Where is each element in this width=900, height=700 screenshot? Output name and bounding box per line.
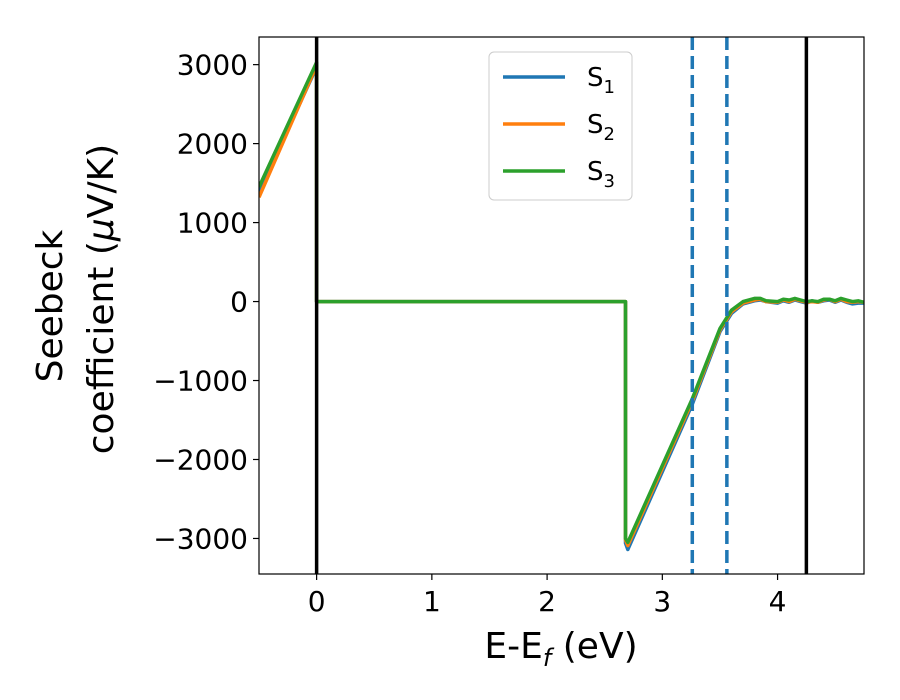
y-axis-label-line2: coefficient (μV/K) [81,144,122,454]
x-axis-ticks: 0 1 2 3 4 [308,574,787,618]
x-axis-label-main: E-E [484,626,542,667]
x-tick-label: 2 [538,585,556,618]
x-axis-label-unit: (eV) [551,626,637,667]
y-tick-label: 2000 [177,128,248,161]
x-tick-label: 0 [308,585,326,618]
y-axis-label: Seebeck coefficient (μV/K) [30,144,122,454]
series-line-3 [259,60,864,545]
legend: S1 S2 S3 [488,51,633,201]
series-lines [259,60,864,552]
y-axis-ticks: 3000 2000 1000 0 −1000 −2000 −3000 [153,49,259,555]
legend-label-1: S1 [587,63,615,98]
y-axis-label-line2-post: V/K) [81,144,122,218]
y-axis-label-line2-pre: coefficient ( [81,241,122,454]
legend-box [488,51,633,201]
y-tick-label: −1000 [153,365,248,398]
vertical-lines [314,37,809,574]
x-axis-label: E-Ef (eV) [484,626,637,672]
y-tick-label: 1000 [177,207,248,240]
y-tick-label: 0 [230,286,248,319]
x-tick-label: 4 [769,585,787,618]
y-axis-label-line1: Seebeck [30,229,71,382]
y-axis-label-mu: μ [81,218,122,242]
plot-frame [258,36,865,575]
x-tick-label: 1 [423,585,441,618]
y-tick-label: 3000 [177,49,248,82]
legend-label-3: S3 [587,157,615,192]
y-tick-label: −2000 [153,443,248,476]
legend-label-2: S2 [587,110,615,145]
x-tick-label: 3 [653,585,671,618]
legend-entries: S1 S2 S3 [503,63,615,192]
y-tick-label: −3000 [153,522,248,555]
